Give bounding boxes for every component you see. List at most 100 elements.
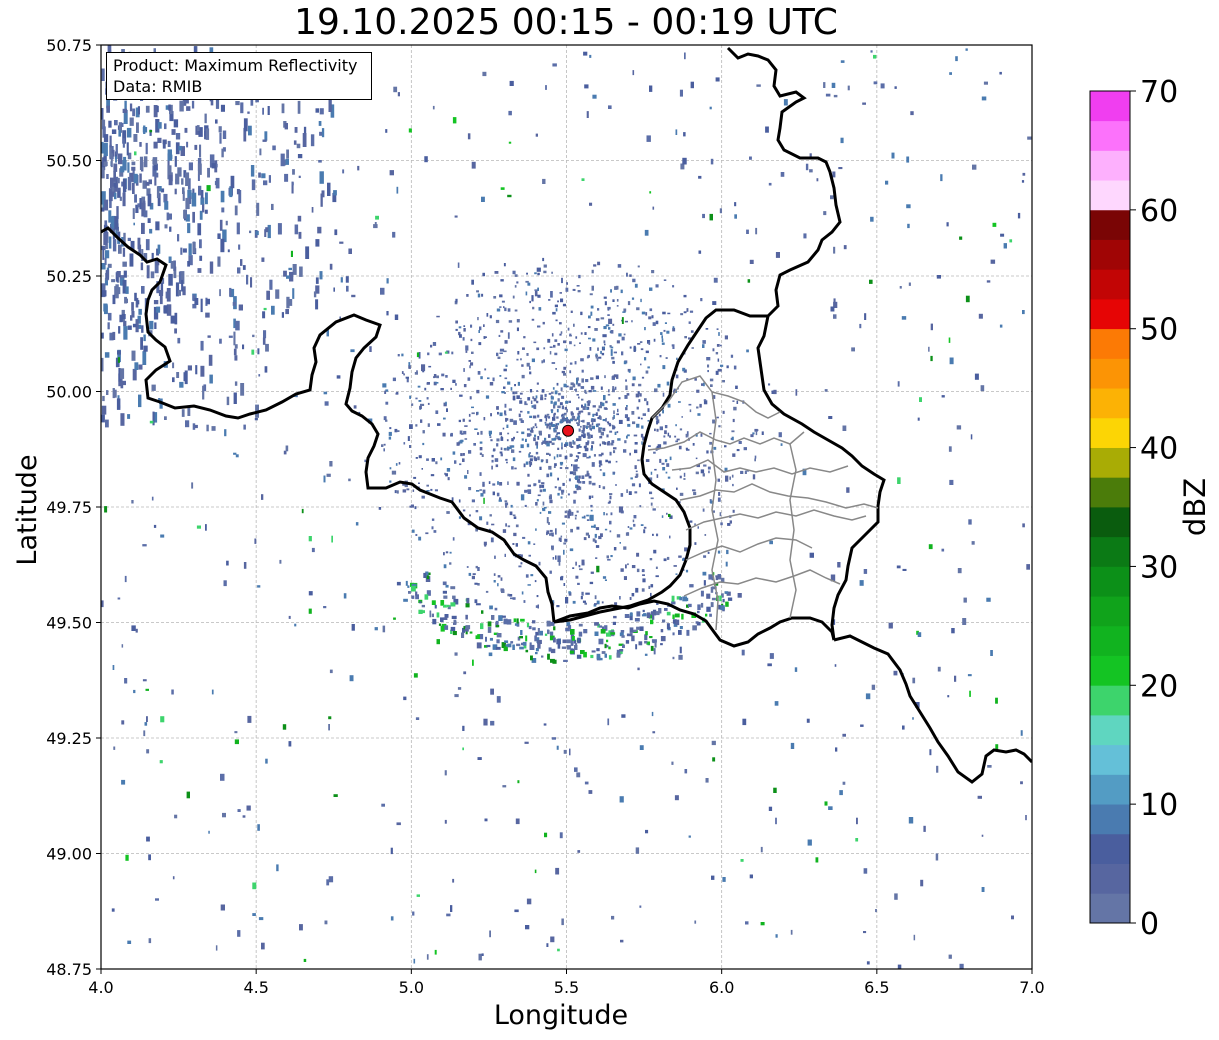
echo-pixel [101, 191, 106, 200]
echo-pixel [549, 499, 553, 504]
echo-pixel [535, 502, 538, 506]
echo-pixel [120, 166, 125, 173]
echo-pixel [493, 632, 499, 635]
echo-pixel [104, 225, 108, 230]
echo-pixel [189, 196, 192, 204]
echo-pixel [397, 354, 400, 357]
echo-pixel [426, 575, 430, 580]
echo-pixel [647, 408, 650, 412]
echo-pixel [641, 425, 644, 429]
echo-pixel [131, 166, 136, 171]
echo-pixel [506, 461, 508, 464]
echo-pixel [610, 349, 613, 356]
echo-pixel [530, 574, 534, 577]
echo-pixel [197, 174, 200, 181]
echo-pixel [185, 172, 190, 186]
echo-pixel [375, 215, 379, 220]
echo-pixel [436, 639, 440, 645]
echo-pixel [199, 239, 202, 249]
echo-pixel [113, 178, 117, 188]
echo-pixel [684, 547, 688, 552]
echo-pixel [463, 430, 467, 435]
echo-pixel [598, 415, 601, 418]
echo-pixel [659, 458, 662, 463]
echo-pixel [630, 612, 633, 615]
x-tick-label: 4.5 [243, 978, 268, 997]
echo-pixel [449, 551, 452, 554]
echo-pixel [153, 141, 158, 149]
echo-pixel [626, 633, 630, 637]
echo-pixel [152, 165, 156, 177]
echo-pixel [639, 393, 642, 397]
echo-pixel [605, 513, 608, 516]
echo-pixel [507, 332, 510, 339]
echo-pixel [458, 419, 461, 423]
echo-pixel [542, 178, 546, 184]
colorbar-segment [1090, 358, 1130, 389]
echo-pixel [462, 337, 465, 341]
echo-pixel [510, 597, 514, 600]
echo-pixel [526, 898, 532, 905]
echo-pixel [170, 315, 176, 324]
echo-pixel [443, 595, 448, 599]
echo-pixel [937, 666, 941, 672]
echo-pixel [604, 343, 606, 346]
echo-pixel [700, 433, 703, 437]
echo-pixel [481, 953, 484, 956]
echo-pixel [319, 171, 324, 184]
echo-pixel [731, 436, 734, 441]
echo-pixel [560, 538, 562, 542]
province-border-4 [679, 483, 879, 509]
echo-pixel [519, 392, 523, 395]
echo-pixel [913, 934, 916, 941]
echo-pixel [547, 629, 550, 635]
echo-pixel [342, 169, 345, 174]
echo-pixel [464, 425, 468, 427]
echo-pixel [506, 439, 509, 442]
echo-pixel [537, 325, 541, 328]
echo-pixel [101, 108, 104, 120]
echo-pixel [946, 222, 949, 227]
echo-pixel [550, 658, 555, 663]
echo-pixel [198, 127, 203, 137]
echo-pixel [562, 639, 567, 644]
colorbar-segment [1090, 180, 1130, 211]
echo-pixel [554, 463, 557, 467]
echo-pixel [451, 615, 457, 619]
province-border-5 [685, 509, 867, 531]
echo-pixel [101, 207, 105, 212]
echo-pixel [457, 262, 460, 268]
echo-pixel [329, 461, 333, 467]
echo-pixel [182, 187, 185, 194]
colorbar-segment [1090, 150, 1130, 181]
echo-pixel [549, 422, 551, 425]
echo-pixel [489, 436, 492, 438]
echo-pixel [717, 358, 720, 362]
echo-pixel [546, 530, 550, 535]
echo-pixel [529, 464, 531, 467]
echo-pixel [374, 627, 378, 631]
echo-pixel [289, 271, 294, 282]
echo-pixel [504, 413, 507, 416]
echo-pixel [549, 351, 552, 355]
echo-pixel [149, 129, 152, 136]
echo-pixel [118, 244, 122, 254]
echo-pixel [499, 306, 502, 308]
echo-pixel [599, 625, 603, 628]
echo-pixel [328, 98, 332, 112]
echo-pixel [621, 317, 624, 324]
echo-pixel [609, 520, 612, 525]
echo-pixel [563, 749, 567, 754]
echo-pixel [560, 298, 564, 303]
echo-pixel [916, 630, 919, 635]
echo-pixel [679, 596, 683, 601]
echo-pixel [438, 623, 442, 626]
echo-pixel [261, 257, 265, 262]
echo-pixel [151, 252, 154, 260]
echo-pixel [140, 262, 144, 271]
echo-pixel [233, 318, 236, 329]
echo-pixel [643, 529, 646, 534]
echo-pixel [769, 653, 774, 659]
echo-pixel [262, 139, 267, 142]
echo-pixel [618, 643, 624, 646]
